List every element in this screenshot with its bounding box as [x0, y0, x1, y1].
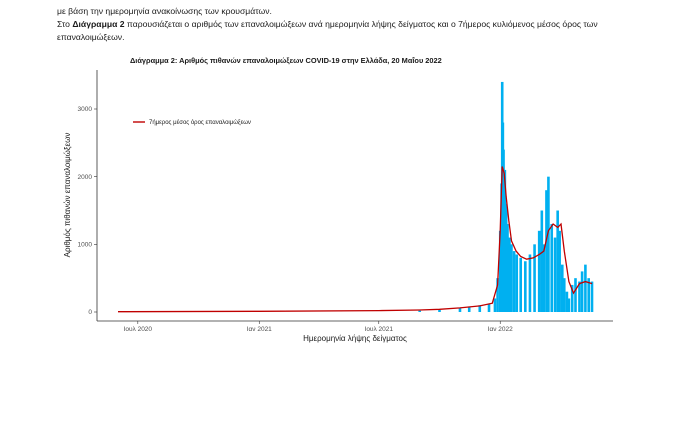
bar: [578, 281, 581, 312]
y-tick-label: 2000: [78, 174, 93, 181]
y-tick-group: 0 1000 2000 3000: [78, 106, 97, 316]
bar: [528, 254, 532, 312]
x-tick-label: Ιαν 2021: [247, 326, 272, 333]
bar: [565, 291, 569, 312]
x-tick-label: Ιουλ 2020: [124, 326, 153, 333]
bar: [540, 210, 544, 312]
intro-line-1: με βάση την ημερομηνία ανακοίνωσης των κ…: [57, 6, 272, 16]
bar: [553, 237, 557, 312]
bar: [590, 281, 594, 312]
bar: [556, 210, 559, 312]
bar: [510, 244, 513, 312]
bar: [580, 271, 584, 312]
bar: [545, 190, 548, 312]
bar: [519, 257, 523, 312]
x-tick-label: Ιαν 2022: [488, 326, 513, 333]
chart-title: Διάγραμμα 2: Αριθμός πιθανών επαναλοιμώξ…: [130, 56, 442, 65]
bar: [502, 149, 505, 312]
x-axis-title: Ημερομηνία λήψης δείγματος: [303, 334, 407, 343]
bar: [496, 278, 499, 312]
y-tick-label: 1000: [78, 242, 93, 249]
intro-line-2: Στο Διάγραμμα 2 παρουσιάζεται ο αριθμός …: [57, 18, 677, 31]
bar: [562, 278, 566, 312]
bar: [542, 244, 546, 312]
legend-label: 7ήμερος μέσος όρος επαναλοιμώξεων: [149, 119, 251, 126]
bar: [587, 278, 590, 312]
bar: [533, 244, 536, 312]
bar: [550, 224, 554, 312]
bar: [524, 261, 527, 312]
bar: [537, 230, 541, 312]
bar: [584, 264, 587, 312]
intro-line-2-prefix: Στο: [57, 19, 73, 29]
bar: [570, 284, 574, 312]
bar: [438, 309, 441, 312]
bar: [498, 230, 502, 312]
bar: [506, 224, 509, 312]
bar: [508, 237, 511, 312]
intro-line-2-rest: παρουσιάζεται ο αριθμός των επαναλοιμώξε…: [124, 19, 598, 29]
series-line: [117, 166, 593, 313]
x-tick-group: Ιουλ 2020 Ιαν 2021 Ιουλ 2021 Ιαν 2022: [124, 321, 513, 333]
x-tick-label: Ιουλ 2021: [365, 326, 394, 333]
bar: [467, 306, 471, 312]
bar: [493, 298, 497, 312]
bar: [458, 307, 462, 312]
legend: 7ήμερος μέσος όρος επαναλοιμώξεων: [133, 119, 251, 126]
bar: [558, 230, 561, 312]
bar: [560, 264, 564, 312]
bar: [574, 278, 577, 312]
bar: [487, 303, 491, 312]
y-tick-label: 0: [88, 309, 92, 316]
intro-line-3: επαναλοιμώξεων.: [57, 32, 125, 42]
bar: [512, 251, 516, 312]
y-tick-label: 3000: [78, 106, 93, 113]
bar: [478, 305, 482, 312]
bar: [515, 254, 519, 312]
bar: [503, 169, 507, 312]
line-layer: [117, 166, 593, 313]
y-axis-title: Αριθμός πιθανών επαναλοιμώξεων: [63, 133, 72, 258]
bar: [418, 310, 421, 312]
bar: [547, 176, 550, 312]
intro-paragraph: με βάση την ημερομηνία ανακοίνωσης των κ…: [57, 5, 677, 44]
bar: [567, 298, 571, 312]
bar: [504, 203, 508, 312]
bar-layer: [418, 81, 594, 313]
intro-figure-ref: Διάγραμμα 2: [72, 19, 125, 29]
